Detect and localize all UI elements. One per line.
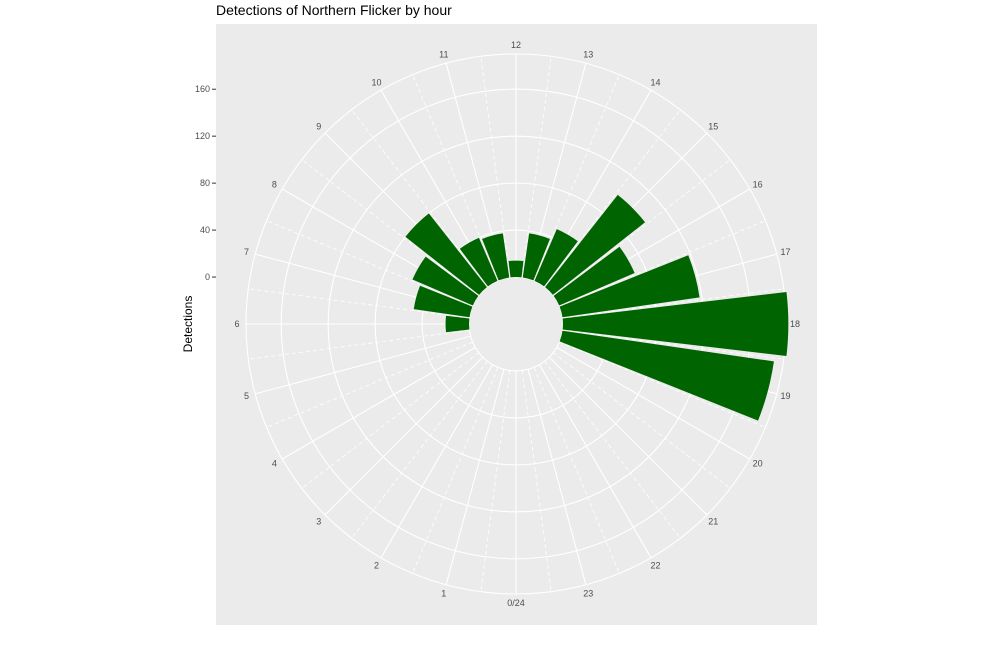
hour-label-12: 12 [511,40,521,50]
hour-label-16: 16 [753,180,763,190]
grid-spoke [548,356,708,516]
grid-spoke [527,369,587,585]
hour-label-6: 6 [234,319,239,329]
grid-spoke-minor [266,220,473,307]
grid-spoke-minor [544,109,681,287]
grid-spoke-minor [480,370,511,592]
hour-label-0-24: 0/24 [507,598,525,608]
hour-label-23: 23 [583,588,593,598]
grid-spoke [539,364,652,559]
hour-label-8: 8 [272,180,277,190]
grid-spoke-minor [562,329,784,360]
hour-label-15: 15 [708,122,718,132]
y-tick-label: 80 [200,178,210,188]
bar-hour-9 [405,213,487,295]
bar-hour-8 [412,256,479,306]
bar-hour-13 [522,233,550,281]
grid-spoke-minor [248,288,470,319]
bar-hour-11 [482,233,510,281]
hour-label-10: 10 [371,77,381,87]
bar-hour-14 [534,229,578,287]
grid-spoke-minor [301,352,479,489]
grid-spoke-minor [301,159,479,296]
bar-hour-15 [545,194,646,295]
hour-label-1: 1 [441,588,446,598]
grid-spoke-minor [521,56,552,278]
grid-spoke-minor [266,341,473,428]
bars-layer [405,194,789,421]
grid-spoke [281,347,476,460]
y-axis: 0 40 80 120 160 [195,84,216,282]
grid-spoke-minor [553,159,731,296]
grid-spoke-minor [533,74,620,281]
grid-spoke [324,356,484,516]
hour-label-14: 14 [650,77,660,87]
bar-hour-6 [445,315,470,333]
y-tick-label: 120 [195,131,210,141]
grid-spoke-minor [412,74,499,281]
bar-hour-16 [553,246,635,306]
grid-spoke-minor [351,109,488,287]
grid-spoke-minor [480,56,511,278]
bar-hour-17 [559,255,700,318]
grid-spoke [380,364,493,559]
hour-label-11: 11 [439,50,448,60]
bar-hour-7 [413,285,473,318]
grid-spoke [255,335,471,395]
y-tick-label: 160 [195,84,210,94]
grid-spoke-minor [412,367,499,574]
bar-hour-12 [508,260,524,278]
grid-spoke-minor [533,367,620,574]
hour-label-21: 21 [708,516,718,526]
hour-labels: 0/24123456789101112131415161718192021222… [234,40,800,608]
y-tick-label: 40 [200,225,210,235]
bar-hour-18 [562,291,789,357]
grid-spoke-minor [553,352,731,489]
grid-spoke-minor [521,370,552,592]
hour-label-18: 18 [790,319,800,329]
bar-hour-10 [459,237,498,287]
hour-label-20: 20 [753,459,763,469]
grid-spoke-minor [562,288,784,319]
hour-label-5: 5 [244,391,249,401]
chart-title: Detections of Northern Flicker by hour [216,2,452,18]
grid-spoke-minor [248,329,470,360]
hour-label-4: 4 [272,459,277,469]
hour-label-3: 3 [316,516,321,526]
hour-label-7: 7 [244,247,249,257]
hour-label-17: 17 [780,247,790,257]
grid-spoke-minor [351,361,488,539]
bar-hour-19 [559,330,774,421]
hour-label-13: 13 [583,50,593,60]
grid-spoke [556,347,751,460]
grid-spoke-minor [544,361,681,539]
grid-spoke-minor [559,220,766,307]
hour-label-9: 9 [316,122,321,132]
grid-spoke-minor [559,341,766,428]
hour-label-19: 19 [780,391,790,401]
hour-label-22: 22 [650,561,660,571]
grid-spoke [445,369,505,585]
y-tick-label: 0 [205,272,210,282]
hour-label-2: 2 [374,561,379,571]
